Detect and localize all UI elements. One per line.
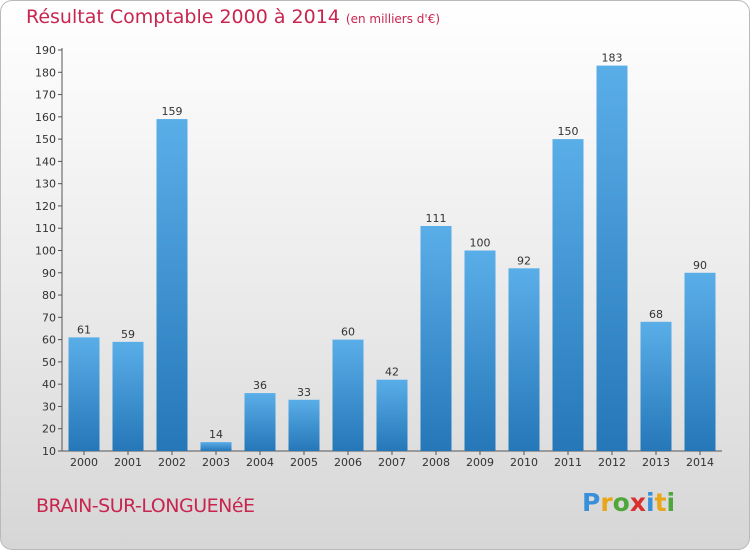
y-tick-label: 170	[35, 89, 56, 102]
x-tick-label: 2012	[598, 456, 626, 469]
x-tick-label: 2009	[466, 456, 494, 469]
bar	[420, 225, 452, 451]
logo-letter: x	[629, 488, 646, 517]
y-tick-label: 120	[35, 200, 56, 213]
bar-value-label: 33	[297, 386, 311, 399]
bar	[464, 250, 496, 451]
y-tick-label: 30	[42, 400, 56, 413]
y-tick-label: 20	[42, 423, 56, 436]
bar	[288, 399, 320, 451]
x-tick-label: 2006	[334, 456, 362, 469]
bar	[684, 272, 716, 451]
y-tick-label: 40	[42, 378, 56, 391]
y-tick-label: 190	[35, 44, 56, 57]
x-tick-label: 2010	[510, 456, 538, 469]
bar-value-label: 150	[558, 125, 579, 138]
chart-title-text: Résultat Comptable 2000 à 2014	[26, 6, 340, 28]
x-tick-label: 2003	[202, 456, 230, 469]
bar	[332, 339, 364, 451]
bar-value-label: 90	[693, 259, 707, 272]
y-tick-label: 110	[35, 222, 56, 235]
logo-letter: i	[646, 488, 655, 517]
bar-value-label: 36	[253, 379, 267, 392]
bar	[112, 341, 144, 451]
y-tick-label: 10	[42, 445, 56, 458]
chart-subtitle: (en milliers d'€)	[345, 12, 441, 26]
y-tick-label: 80	[42, 289, 56, 302]
bar	[156, 119, 188, 452]
bar-value-label: 60	[341, 326, 355, 339]
x-tick-label: 2001	[114, 456, 142, 469]
y-tick-label: 70	[42, 311, 56, 324]
bar-value-label: 111	[426, 212, 447, 225]
bar-value-label: 100	[470, 237, 491, 250]
bar	[640, 321, 672, 451]
y-tick-label: 60	[42, 334, 56, 347]
bar	[376, 379, 408, 451]
commune-name: BRAIN-SUR-LONGUENéE	[36, 495, 255, 517]
y-tick-label: 140	[35, 155, 56, 168]
x-tick-label: 2005	[290, 456, 318, 469]
y-tick-label: 90	[42, 267, 56, 280]
bar	[508, 268, 540, 451]
x-tick-label: 2014	[686, 456, 714, 469]
bar-value-label: 14	[209, 428, 223, 441]
proxiti-logo[interactable]: Proxiti	[582, 488, 675, 517]
logo-letter: i	[666, 488, 676, 517]
bar-value-label: 61	[77, 323, 91, 336]
y-tick-label: 150	[35, 133, 56, 146]
x-tick-label: 2011	[554, 456, 582, 469]
bar	[552, 139, 584, 451]
bar-value-label: 68	[649, 308, 663, 321]
y-tick-label: 160	[35, 111, 56, 124]
chart-title: Résultat Comptable 2000 à 2014 (en millie…	[26, 6, 440, 28]
y-tick-label: 130	[35, 178, 56, 191]
y-tick-label: 100	[35, 245, 56, 258]
x-tick-label: 2013	[642, 456, 670, 469]
logo-letter: r	[600, 488, 613, 517]
x-tick-label: 2007	[378, 456, 406, 469]
x-tick-label: 2000	[70, 456, 98, 469]
logo-letter: P	[582, 488, 601, 517]
bar	[244, 393, 276, 451]
y-tick-label: 50	[42, 356, 56, 369]
bar-value-label: 159	[162, 105, 183, 118]
bar-value-label: 59	[121, 328, 135, 341]
bar	[68, 337, 100, 451]
logo-letter: o	[612, 488, 630, 517]
bar	[200, 442, 232, 451]
bar-value-label: 92	[517, 254, 531, 267]
bar-value-label: 42	[385, 366, 399, 379]
x-tick-label: 2002	[158, 456, 186, 469]
bar	[596, 65, 628, 451]
y-tick-label: 180	[35, 66, 56, 79]
logo-letter: t	[654, 488, 667, 517]
x-tick-label: 2004	[246, 456, 274, 469]
x-tick-label: 2008	[422, 456, 450, 469]
bar-value-label: 183	[602, 52, 623, 65]
